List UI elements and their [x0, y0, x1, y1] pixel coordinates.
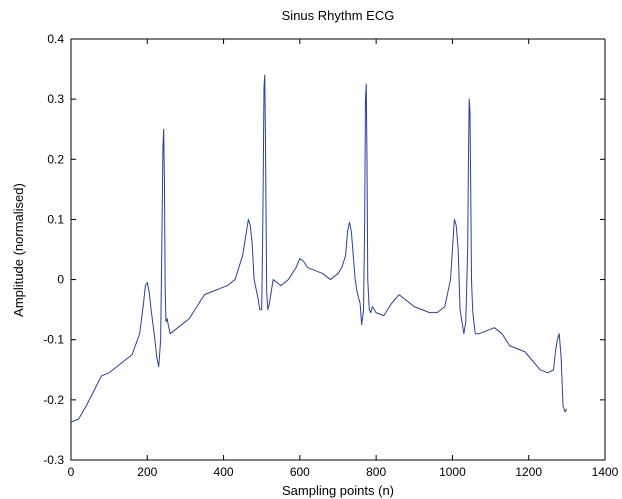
- y-tick-label: 0.3: [47, 92, 64, 106]
- y-tick-label: -0.2: [43, 393, 64, 407]
- x-tick-labels: 0 200 400 600 800 1000 1200 1400: [68, 465, 619, 479]
- y-tick-labels: -0.3 -0.2 -0.1 0 0.1 0.2 0.3 0.4: [43, 32, 64, 467]
- y-tick-label: 0.1: [47, 212, 64, 226]
- chart-title: Sinus Rhythm ECG: [282, 8, 395, 23]
- x-tick-label: 0: [68, 465, 75, 479]
- y-axis-label: Amplitude (normalised): [11, 183, 26, 317]
- x-tick-label: 1400: [592, 465, 619, 479]
- x-tick-label: 600: [290, 465, 310, 479]
- x-tick-label: 400: [214, 465, 234, 479]
- axis-ticks: [70, 38, 606, 461]
- y-tick-label: 0: [57, 273, 64, 287]
- ecg-series-line: [70, 74, 568, 423]
- plot-area-frame: [70, 38, 606, 461]
- x-tick-label: 1200: [515, 465, 542, 479]
- y-tick-label: 0.4: [47, 32, 64, 46]
- x-tick-label: 200: [137, 465, 157, 479]
- x-tick-label: 1000: [439, 465, 466, 479]
- y-tick-label: -0.1: [43, 333, 64, 347]
- x-axis-label: Sampling points (n): [282, 483, 394, 498]
- y-tick-label: -0.3: [43, 453, 64, 467]
- x-tick-label: 800: [366, 465, 386, 479]
- y-tick-label: 0.2: [47, 152, 64, 166]
